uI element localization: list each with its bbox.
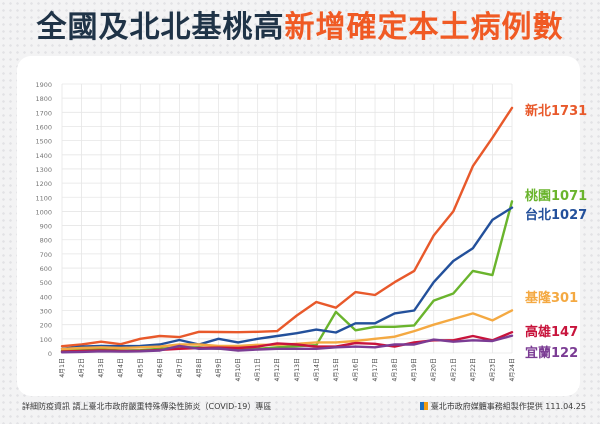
x-tick-label: 4月15日 — [333, 358, 340, 381]
y-tick-label: 1600 — [35, 123, 52, 131]
end-label-宜蘭: 宜蘭122 — [525, 345, 578, 361]
end-label-台北: 台北1027 — [525, 207, 587, 223]
x-tick-label: 4月6日 — [157, 358, 164, 378]
y-tick-label: 1000 — [35, 208, 52, 216]
x-tick-label: 4月1日 — [59, 358, 66, 378]
y-tick-label: 300 — [40, 308, 52, 316]
x-tick-label: 4月8日 — [196, 358, 203, 378]
x-tick-label: 4月5日 — [137, 358, 144, 378]
end-label-基隆: 基隆301 — [524, 290, 578, 306]
x-tick-label: 4月2日 — [79, 358, 86, 378]
x-tick-label: 4月24日 — [509, 358, 516, 381]
x-tick-label: 4月17日 — [372, 358, 379, 381]
x-tick-label: 4月4日 — [118, 358, 125, 378]
x-tick-label: 4月9日 — [216, 358, 223, 378]
y-tick-label: 1100 — [35, 194, 52, 202]
x-tick-label: 4月11日 — [255, 358, 262, 381]
end-label-新北: 新北1731 — [525, 103, 587, 119]
taipei-logo-icon — [419, 402, 428, 410]
x-tick-label: 4月20日 — [431, 358, 438, 381]
page-title: 全國及北北基桃高新增確定本土病例數 — [0, 6, 600, 50]
y-tick-label: 500 — [40, 279, 52, 287]
y-tick-label: 0 — [48, 350, 52, 358]
x-tick-label: 4月12日 — [274, 358, 281, 381]
y-tick-label: 200 — [40, 322, 52, 330]
y-tick-label: 1300 — [35, 166, 52, 174]
y-tick-label: 1500 — [35, 138, 52, 146]
y-tick-label: 100 — [40, 336, 52, 344]
series-line-台北 — [60, 206, 514, 350]
y-tick-label: 600 — [40, 265, 52, 273]
y-tick-label: 1900 — [35, 81, 52, 89]
x-tick-label: 4月21日 — [450, 358, 457, 381]
y-tick-label: 900 — [40, 223, 52, 231]
y-tick-label: 800 — [40, 237, 52, 245]
y-tick-label: 1800 — [35, 95, 52, 103]
footer-info-text: 詳細防疫資訊 請上臺北市政府嚴重特殊傳染性肺炎（COVID-19）專區 — [22, 402, 272, 411]
x-tick-label: 4月14日 — [313, 358, 320, 381]
x-tick-label: 4月7日 — [176, 358, 183, 378]
x-tick-label: 4月19日 — [411, 358, 418, 381]
y-tick-label: 700 — [40, 251, 52, 259]
footer-credit: 臺北市政府媒體事務組製作提供 111.04.25 — [419, 401, 586, 412]
series-line-宜蘭 — [60, 334, 514, 354]
end-label-桃園: 桃園1071 — [525, 188, 587, 204]
x-tick-label: 4月16日 — [352, 358, 359, 381]
title-part-regions: 全國及北北基桃高 — [36, 10, 285, 45]
footer-credit-text: 臺北市政府媒體事務組製作提供 111.04.25 — [430, 402, 586, 411]
x-tick-label: 4月10日 — [235, 358, 242, 381]
x-tick-label: 4月13日 — [294, 358, 301, 381]
x-tick-label: 4月22日 — [470, 358, 477, 381]
series-line-新北 — [60, 106, 514, 348]
y-tick-label: 1400 — [35, 152, 52, 160]
end-label-高雄: 高雄147 — [525, 324, 578, 340]
x-tick-label: 4月18日 — [392, 358, 399, 381]
x-tick-label: 4月3日 — [98, 358, 105, 378]
y-tick-label: 1700 — [35, 109, 52, 117]
x-tick-label: 4月23日 — [489, 358, 496, 381]
title-part-cases: 新增確定本土病例數 — [284, 10, 564, 45]
y-tick-label: 400 — [40, 293, 52, 301]
y-tick-label: 1200 — [35, 180, 52, 188]
